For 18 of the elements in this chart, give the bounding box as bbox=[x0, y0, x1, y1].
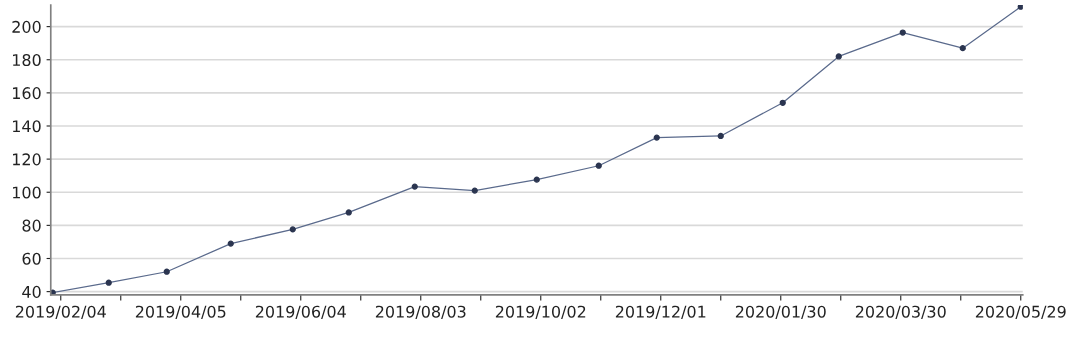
x-tick-label: 2019/12/01 bbox=[615, 305, 706, 319]
x-tick-label: 2019/06/04 bbox=[255, 305, 346, 319]
x-tick-label: 2019/08/03 bbox=[375, 305, 466, 319]
x-tick-label: 2019/04/05 bbox=[135, 305, 226, 319]
y-tick-label: 120 bbox=[13, 153, 41, 166]
y-tick-label: 160 bbox=[13, 87, 41, 100]
y-tick-label: 200 bbox=[12, 20, 41, 33]
y-tick-label: 60 bbox=[22, 252, 41, 265]
y-tick-label: 40 bbox=[22, 285, 41, 298]
x-tick-label: 2019/02/04 bbox=[15, 305, 106, 319]
x-tick-label: 2020/03/30 bbox=[855, 305, 946, 319]
y-tick-label: 180 bbox=[13, 53, 41, 67]
y-tick-label: 80 bbox=[22, 219, 41, 232]
y-tick-label: 100 bbox=[13, 186, 41, 199]
x-tick-label: 2020/05/29 bbox=[975, 305, 1066, 319]
x-tick-label: 2019/10/02 bbox=[495, 305, 586, 319]
y-tick-label: 140 bbox=[13, 120, 41, 133]
x-tick-label: 2020/01/30 bbox=[735, 305, 826, 319]
